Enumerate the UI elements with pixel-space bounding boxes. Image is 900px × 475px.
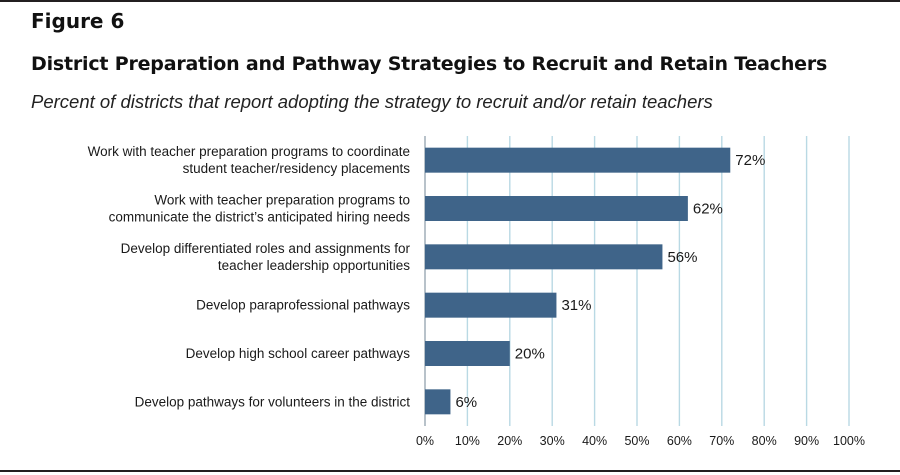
x-tick-label: 30% [540,434,565,448]
bars [425,147,731,415]
bar [425,244,663,270]
bar [425,196,688,221]
top-rule [0,0,900,2]
x-axis-ticks: 0% 10% 20% 30% 40% 50% 60% 70% 80% 90% 100% [416,434,865,448]
x-tick-label: 100% [833,434,865,448]
bottom-rule [0,470,900,472]
figure-label: Figure 6 [31,9,125,33]
x-tick-label: 10% [455,434,480,448]
category-label: Develop pathways for volunteers in the d… [135,394,411,409]
category-label: teacher leadership opportunities [218,258,410,273]
chart-title: District Preparation and Pathway Strateg… [31,53,828,75]
x-tick-label: 90% [794,434,819,448]
value-labels: 72% 62% 56% 31% 20% 6% [455,152,765,411]
bar [425,389,451,415]
category-label: Develop differentiated roles and assignm… [121,241,411,256]
category-labels: Work with teacher preparation programs t… [88,144,411,409]
x-tick-label: 40% [582,434,607,448]
value-label: 31% [561,297,591,314]
category-label: Develop high school career pathways [186,346,411,361]
category-label: Work with teacher preparation programs t… [88,144,410,159]
value-label: 6% [455,394,477,411]
x-tick-label: 0% [416,434,434,448]
chart-subtitle: Percent of districts that report adoptin… [31,91,713,112]
value-label: 62% [693,201,723,218]
category-label: student teacher/residency placements [183,161,411,176]
bar [425,341,510,366]
category-label: Develop paraprofessional pathways [196,298,410,313]
bar [425,147,731,173]
x-tick-label: 50% [624,434,649,448]
value-label: 56% [667,249,697,266]
category-label: Work with teacher preparation programs t… [154,193,410,208]
gridlines [424,136,850,426]
x-tick-label: 20% [497,434,522,448]
x-tick-label: 80% [752,434,777,448]
x-tick-label: 70% [709,434,734,448]
value-label: 20% [515,346,545,363]
bar [425,292,557,318]
x-tick-label: 60% [667,434,692,448]
value-label: 72% [735,152,765,169]
category-label: communicate the district’s anticipated h… [109,210,411,225]
